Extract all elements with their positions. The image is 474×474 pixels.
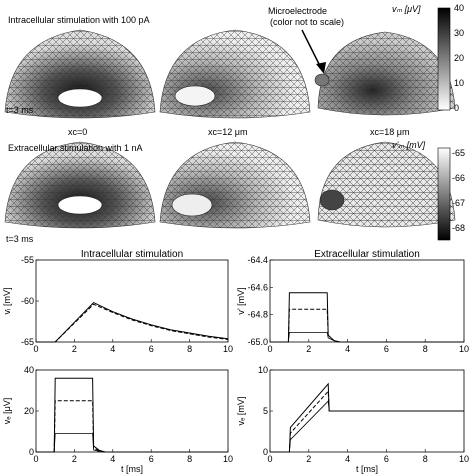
x-tick-label: 6 [149, 454, 154, 464]
chart-title: Intracellular stimulation [81, 249, 183, 260]
chart-2: 0 2 4 6 8 10 0 20 40 t [ms] vₑ [μV] [2, 365, 233, 474]
dome-intra-2 [159, 29, 311, 119]
x-tick-label: 2 [72, 344, 77, 354]
microelectrode-sublabel: (color not to scale) [270, 17, 345, 27]
x-tick-label: 0 [33, 454, 38, 464]
y-tick-label: -65 [21, 337, 34, 347]
chart-3: 0 2 4 6 8 10 0 5 10 t [ms] vₑ [mV] [236, 365, 469, 474]
dome-intra-1 [4, 29, 156, 119]
x-tick-label: 10 [459, 454, 469, 464]
chart-frame [35, 369, 229, 453]
y-tick-label: 0 [29, 447, 34, 457]
position-label-2: xᴄ=18 μm [370, 127, 410, 137]
microelectrode-label: Microelectrode [268, 6, 328, 16]
chart-1: 0 2 4 6 8 10 -64.4 -64.6 -64.8 -65.0 Extracellular… [236, 249, 469, 354]
x-tick-label: 2 [306, 344, 311, 354]
x-tick-label: 0 [267, 344, 272, 354]
x-tick-label: 10 [223, 454, 233, 464]
colorbar-vm-label: vₘ [μV] [392, 4, 421, 14]
position-label-1: xᴄ=12 μm [208, 127, 248, 137]
x-tick-label: 8 [187, 454, 192, 464]
x-tick-label: 10 [223, 344, 233, 354]
chart-0: 0 2 4 6 8 10 -55 -60 -65 Intracellular stimulatio… [2, 249, 233, 354]
time-label-intra: t=3 ms [6, 105, 34, 115]
y-tick-label: 40 [24, 365, 34, 375]
x-tick-label: 10 [459, 344, 469, 354]
x-tick-label: 4 [110, 454, 115, 464]
cb1-tick-2: 20 [454, 53, 465, 63]
x-tick-label: 0 [267, 454, 272, 464]
series-line-1 [270, 390, 464, 453]
series-line-0 [36, 301, 229, 343]
y-tick-label: -65.0 [247, 337, 268, 347]
x-tick-label: 8 [423, 454, 428, 464]
y-axis-label: vₑ [μV] [2, 398, 12, 425]
x-tick-label: 6 [384, 344, 389, 354]
microelectrode-arrow [301, 29, 326, 74]
y-tick-label: -64.6 [247, 282, 268, 292]
cb1-tick-4: 0 [454, 103, 460, 113]
dome-extra-1 [4, 141, 156, 229]
x-tick-label: 6 [149, 344, 154, 354]
cb2-tick-0: -65 [452, 148, 466, 158]
cb2-tick-1: -66 [452, 173, 466, 183]
cb2-tick-2: -67 [452, 198, 466, 208]
series-line-0 [270, 292, 464, 343]
x-tick-label: 4 [110, 344, 115, 354]
x-tick-label: 2 [72, 454, 77, 464]
x-tick-label: 2 [306, 454, 311, 464]
series-line-2 [36, 433, 228, 453]
x-tick-label: 8 [187, 344, 192, 354]
y-tick-label: 10 [258, 365, 268, 375]
y-axis-label: v’ [mV] [236, 287, 246, 314]
y-tick-label: -55 [21, 255, 34, 265]
x-axis-label: t [ms] [356, 464, 378, 474]
series-line-1 [36, 303, 229, 343]
y-tick-label: 0 [263, 447, 268, 457]
chart-title: Extracellular stimulation [314, 249, 420, 260]
x-tick-label: 6 [384, 454, 389, 464]
time-label-extra: t=3 ms [6, 234, 34, 244]
y-tick-label: -64.4 [247, 255, 268, 265]
x-tick-label: 4 [345, 454, 350, 464]
series-line-1 [270, 308, 464, 343]
dome-extra-2 [159, 141, 311, 229]
extra-title: Extracellular stimulation with 1 nA [8, 143, 143, 153]
x-tick-label: 0 [33, 344, 38, 354]
series-line-0 [270, 382, 464, 453]
y-tick-label: -64.8 [247, 310, 268, 320]
colorbar-vm [437, 7, 451, 111]
cb2-tick-3: -68 [452, 223, 466, 233]
series-line-1 [36, 400, 228, 453]
y-axis-label: vᵢ [mV] [2, 288, 12, 315]
colorbar-v [437, 147, 451, 241]
x-tick-label: 8 [423, 344, 428, 354]
cb1-tick-0: 40 [454, 3, 465, 13]
intra-title: Intracellular stimulation with 100 pA [8, 15, 150, 25]
y-tick-label: 5 [263, 406, 268, 416]
cb1-tick-1: 30 [454, 28, 465, 38]
y-tick-label: 20 [24, 406, 34, 416]
series-line-2 [270, 400, 464, 453]
colorbar-v-label: v’ₘ [mV] [392, 140, 426, 150]
series-line-2 [270, 331, 464, 343]
position-label-0: xᴄ=0 [68, 127, 88, 137]
x-axis-label: t [ms] [121, 464, 143, 474]
y-tick-label: -60 [21, 296, 34, 306]
chart-frame [269, 259, 465, 343]
series-line-0 [36, 377, 228, 453]
dome-extra-3 [317, 141, 456, 228]
x-tick-label: 4 [345, 344, 350, 354]
chart-frame [35, 259, 229, 343]
y-axis-label: vₑ [mV] [236, 397, 246, 426]
dome-intra-3 [314, 31, 456, 116]
cb1-tick-3: 10 [454, 78, 465, 88]
